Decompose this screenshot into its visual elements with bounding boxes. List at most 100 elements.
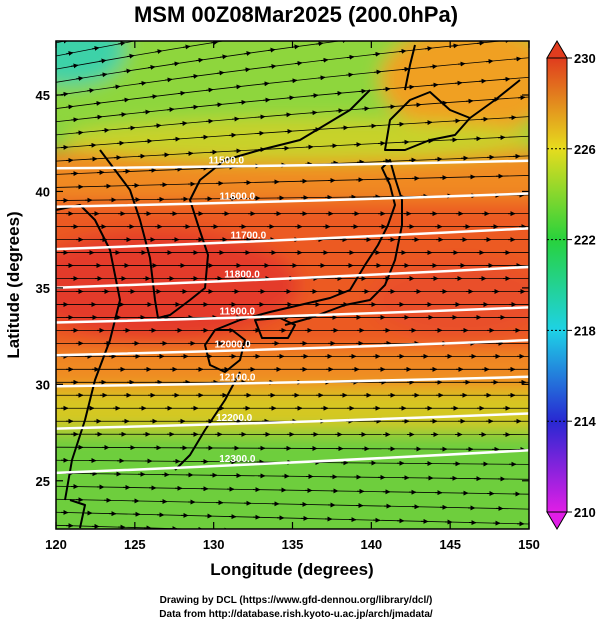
coastline-taiwan — [69, 499, 86, 529]
wind-arrow — [484, 23, 491, 24]
streamline — [56, 116, 529, 149]
height-contour-line — [56, 227, 529, 251]
field-north-yellow — [60, 118, 529, 162]
x-axis-label: Longitude (degrees) — [210, 560, 373, 579]
x-tick-label: 120 — [45, 537, 67, 552]
y-tick-label: 35 — [36, 281, 50, 296]
y-tick-label: 30 — [36, 377, 50, 392]
coastline-hokkaido — [384, 91, 471, 151]
wind-arrow — [182, 44, 191, 50]
credit-data: Data from http://database.rish.kyoto-u.a… — [159, 609, 433, 620]
wind-arrow — [164, 77, 173, 83]
plot-area: 11500.0 11600.0 11700.0 11800.0 11900.0 12000… — [56, 3, 529, 529]
streamline — [56, 524, 199, 529]
wind-arrow — [513, 56, 522, 62]
wind-arrow — [478, 78, 487, 84]
y-axis-label: Latitude (degrees) — [4, 211, 23, 358]
wind-arrow — [65, 50, 74, 56]
height-contour-line — [56, 192, 529, 209]
wind-arrow — [118, 112, 127, 118]
wind-arrow — [70, 117, 79, 123]
wind-arrow — [196, 29, 203, 30]
wind-arrow — [231, 116, 240, 122]
wind-arrow — [243, 50, 252, 56]
field-northwest-cold — [56, 41, 125, 85]
wind-arrow — [121, 97, 130, 103]
wind-arrow — [171, 61, 180, 67]
wind-arrow — [179, 120, 188, 126]
height-contour-label: 11500.0 — [208, 156, 244, 167]
y-axis-ticks: 25 30 35 40 45 — [36, 88, 529, 489]
wind-arrow — [261, 81, 270, 87]
wind-arrow — [117, 41, 126, 46]
wind-arrow — [126, 53, 135, 59]
colorbar-tick-label: 210 — [574, 505, 596, 520]
wind-arrow — [123, 68, 132, 74]
wind-arrow — [406, 84, 415, 90]
x-tick-label: 135 — [282, 537, 304, 552]
wind-arrow — [382, 86, 391, 92]
wind-arrow — [412, 31, 419, 32]
wind-arrow — [86, 88, 95, 94]
wind-arrow — [283, 112, 292, 118]
wind-arrow — [345, 72, 354, 78]
height-contour-line — [56, 159, 529, 170]
wind-arrow — [205, 118, 214, 124]
wind-arrow — [99, 72, 108, 78]
y-tick-label: 25 — [36, 474, 50, 489]
wind-arrow — [216, 70, 225, 76]
wind-arrow — [398, 48, 407, 54]
wind-arrow — [214, 102, 223, 108]
wind-arrow — [149, 94, 158, 100]
wind-arrow — [491, 3, 498, 4]
wind-arrow — [267, 47, 276, 53]
wind-arrow — [190, 73, 199, 79]
streamline — [56, 485, 529, 495]
coastline-kyushu — [204, 329, 246, 373]
wind-arrow — [75, 76, 84, 82]
wind-arrow — [335, 108, 344, 114]
height-contour-label: 11900.0 — [220, 307, 256, 318]
colorbar-tick-label: 226 — [574, 142, 596, 157]
wind-arrow — [291, 44, 300, 50]
colorbar-top-cap — [546, 40, 568, 59]
x-tick-label: 145 — [439, 537, 461, 552]
colorbar-tick-label: 218 — [574, 323, 596, 338]
wind-arrow — [346, 54, 355, 60]
wind-arrow — [317, 75, 326, 81]
x-tick-label: 150 — [518, 537, 540, 552]
chart-title: MSM 00Z08Mar2025 (200.0hPa) — [134, 2, 458, 27]
wind-arrow — [358, 88, 367, 94]
wind-arrow — [476, 41, 485, 46]
wind-arrow — [166, 107, 175, 113]
wind-arrow — [424, 46, 433, 52]
wind-arrow — [465, 98, 474, 104]
y-tick-label: 40 — [36, 184, 50, 199]
colorbar-gradient — [546, 57, 568, 513]
wind-arrow — [457, 61, 466, 67]
wind-arrow — [138, 80, 147, 86]
wind-arrow — [205, 87, 214, 93]
wind-arrow — [93, 100, 102, 106]
field-northeast-warm — [380, 41, 529, 135]
streamline — [56, 472, 529, 480]
wind-arrow — [430, 82, 439, 88]
wind-arrow — [517, 95, 526, 101]
height-contour-line — [56, 412, 529, 430]
height-contour-label: 12000.0 — [215, 340, 252, 351]
wind-arrow — [177, 90, 186, 96]
wind-arrow — [460, 25, 467, 26]
wind-arrow — [233, 84, 242, 90]
wind-arrow — [85, 35, 92, 36]
wind-arrow — [219, 54, 228, 60]
wind-arrow — [450, 43, 459, 49]
wind-arrow — [320, 57, 329, 63]
height-contour-label: 12300.0 — [219, 454, 256, 465]
wind-arrow — [429, 64, 438, 70]
colorbar-ticks: 210 214 218 222 226 230 — [547, 51, 596, 520]
wind-arrow — [147, 64, 156, 70]
streamline — [56, 41, 137, 57]
streamline — [56, 41, 226, 70]
wind-arrow — [373, 69, 382, 75]
